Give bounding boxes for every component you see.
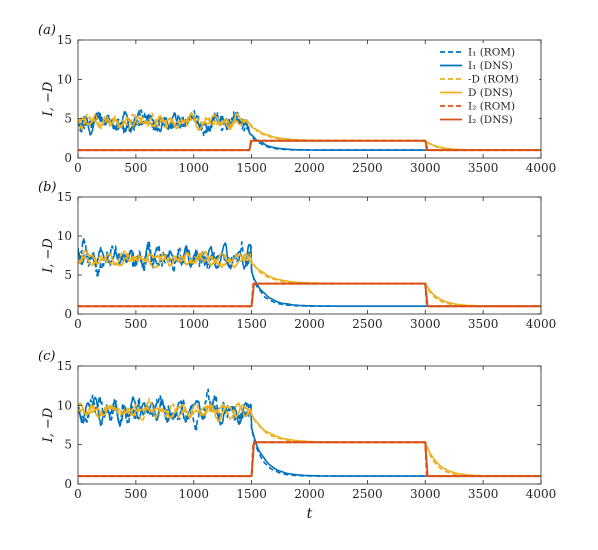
- x-tick-label: 3500: [468, 317, 499, 331]
- x-tick-label: 500: [124, 487, 147, 501]
- panel-label: (a): [38, 23, 56, 38]
- chart-panel-2: 0 500 1000 1500 2000 2500 3000 3500 4000 0 5 10 15(b…: [38, 180, 556, 331]
- x-tick-label: 2500: [352, 487, 383, 501]
- x-tick-label: 1000: [178, 487, 209, 501]
- x-tick-label: 500: [124, 317, 147, 331]
- y-tick-label: 0: [64, 307, 72, 321]
- legend-entry: I₁ (ROM): [468, 47, 515, 59]
- series-i2-dns: [78, 441, 541, 478]
- y-tick-label: 15: [57, 190, 72, 204]
- y-tick-label: 5: [64, 112, 72, 126]
- y-axis-label: I, −D: [41, 81, 56, 117]
- x-tick-label: 0: [74, 317, 82, 331]
- y-tick-label: 15: [57, 359, 72, 373]
- y-tick-label: 10: [57, 72, 72, 86]
- series-i2-dns: [78, 139, 541, 152]
- x-tick-label: 3500: [468, 487, 499, 501]
- x-tick-label: 2000: [294, 487, 325, 501]
- legend-entry: -D (ROM): [468, 74, 519, 86]
- x-tick-label: 0: [74, 161, 82, 175]
- series-d-dns: [78, 402, 541, 477]
- x-tick-label: 1500: [236, 487, 267, 501]
- legend-entry: I₁ (DNS): [468, 60, 513, 72]
- x-tick-label: 0: [74, 487, 82, 501]
- x-tick-label: 1000: [178, 317, 209, 331]
- panel-label: (b): [38, 180, 56, 195]
- x-tick-label: 500: [124, 161, 147, 175]
- x-tick-label: 2000: [294, 161, 325, 175]
- x-tick-label: 3000: [410, 487, 441, 501]
- x-tick-label: 4000: [526, 487, 557, 501]
- y-tick-label: 15: [57, 33, 72, 47]
- x-tick-label: 1500: [236, 161, 267, 175]
- y-axis-label: I, −D: [41, 238, 56, 274]
- y-axis-label: I, −D: [41, 407, 56, 443]
- x-tick-label: 2000: [294, 317, 325, 331]
- series-i2-rom: [78, 139, 541, 152]
- x-tick-label: 3000: [410, 161, 441, 175]
- x-tick-label: 3500: [468, 161, 499, 175]
- series-i1-dns: [78, 242, 541, 307]
- legend-entry: D (DNS): [468, 87, 513, 99]
- series-i2-rom: [78, 441, 541, 478]
- y-tick-label: 5: [64, 268, 72, 282]
- series-d-rom: [78, 249, 541, 307]
- chart-panel-3: 0 500 1000 1500 2000 2500 3000 3500 4000 0 5 10 15(c…: [38, 349, 556, 522]
- x-tick-label: 1500: [236, 317, 267, 331]
- axes-box: [77, 196, 542, 315]
- series-i1-rom: [78, 236, 541, 307]
- panel-label: (c): [38, 349, 55, 364]
- x-tick-label: 4000: [526, 161, 557, 175]
- y-tick-label: 0: [64, 477, 72, 491]
- series-i1-rom: [78, 108, 541, 151]
- x-tick-label: 2500: [352, 161, 383, 175]
- x-tick-label: 3000: [410, 317, 441, 331]
- y-tick-label: 0: [64, 151, 72, 165]
- x-tick-label: 1000: [178, 161, 209, 175]
- series-i2-dns: [78, 282, 541, 308]
- x-tick-label: 4000: [526, 317, 557, 331]
- chart-panel-1: 0 500 1000 1500 2000 2500 3000 3500 4000 0 5 10 15(a…: [38, 23, 556, 175]
- y-tick-label: 10: [57, 398, 72, 412]
- axes-box: [77, 365, 542, 485]
- series-i2-rom: [78, 282, 541, 308]
- y-tick-label: 10: [57, 229, 72, 243]
- legend-entry: I₂ (DNS): [468, 114, 513, 126]
- legend: I₁ (ROM)I₁ (DNS) -D (ROM)D (DNS) I₂ (ROM)I…: [432, 43, 539, 130]
- legend-entry: I₂ (ROM): [468, 101, 515, 113]
- x-tick-label: 2500: [352, 317, 383, 331]
- y-tick-label: 5: [64, 438, 72, 452]
- x-axis-label: t: [307, 506, 313, 522]
